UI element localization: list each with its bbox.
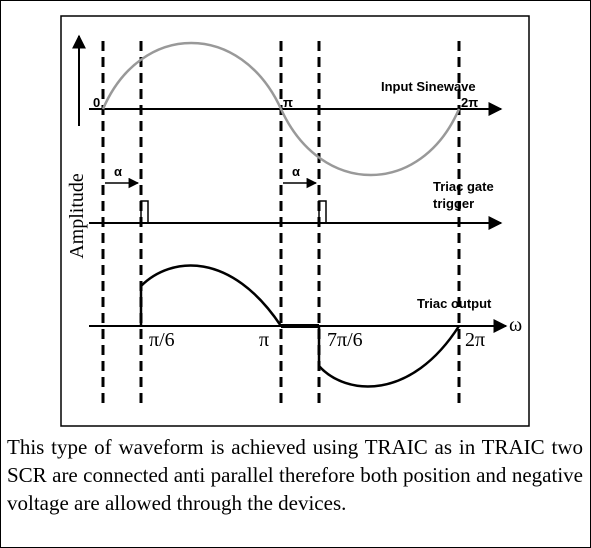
label: Input Sinewave bbox=[381, 79, 476, 94]
waveform-diagram: Amplitude 0 π 2π Input Sinewave α α Tria… bbox=[60, 15, 530, 427]
label: ω bbox=[509, 314, 522, 336]
tick-label: π/6 bbox=[149, 329, 175, 351]
caption: This type of waveform is achieved using … bbox=[7, 435, 583, 515]
label: Triac output bbox=[417, 296, 492, 311]
label: 0 bbox=[93, 95, 100, 110]
label: π bbox=[283, 95, 293, 110]
input-sinewave bbox=[101, 41, 461, 177]
label: Triac gate bbox=[433, 179, 494, 194]
label: α bbox=[114, 164, 122, 179]
tick-label: π bbox=[259, 329, 269, 351]
dashed-lines bbox=[101, 41, 461, 409]
output-wave bbox=[317, 325, 461, 388]
output-wave bbox=[139, 264, 283, 327]
tick-label: 2π bbox=[465, 329, 485, 351]
label: trigger bbox=[433, 196, 474, 211]
y-axis-label: Amplitude bbox=[66, 173, 88, 259]
gate-pulses bbox=[140, 200, 327, 223]
label: 2π bbox=[461, 95, 478, 110]
tick-label: 7π/6 bbox=[327, 329, 363, 351]
diagram-box bbox=[60, 15, 530, 427]
label: α bbox=[292, 164, 300, 179]
